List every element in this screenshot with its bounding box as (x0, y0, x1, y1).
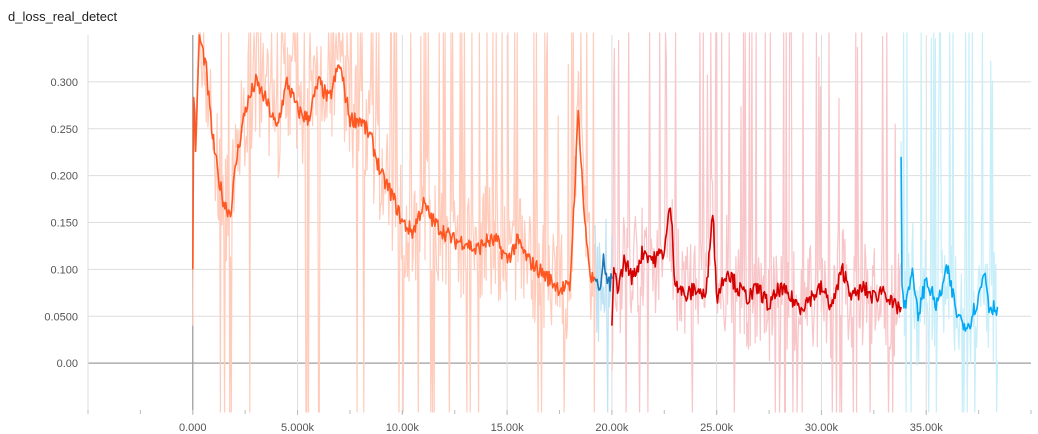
y-tick-label: 0.150 (50, 218, 78, 230)
series-raw-line (594, 218, 613, 413)
x-tick-label: 5.000k (281, 422, 315, 434)
series-raw-line (611, 32, 902, 413)
x-tick-label: 35.00k (910, 422, 944, 434)
y-tick-label: 0.00 (57, 358, 78, 370)
axis-layer: 0.00 0.0500 0.100 0.150 0.200 0.250 0.300 0.000… (44, 77, 1032, 434)
y-tick-label: 0.250 (50, 124, 78, 136)
y-tick-label: 0.100 (50, 264, 78, 276)
x-tick-label: 15.00k (491, 422, 525, 434)
y-tick-label: 0.200 (50, 171, 78, 183)
series-line[interactable] (900, 156, 999, 332)
x-tick-label: 10.00k (386, 422, 420, 434)
series-raw-line (192, 32, 596, 413)
series-line[interactable] (192, 34, 596, 297)
series-layer (192, 34, 999, 332)
y-tick-label: 0.300 (50, 77, 78, 89)
series-line[interactable] (594, 253, 613, 292)
raw-data-layer (192, 32, 999, 413)
x-tick-label: 0.000 (179, 422, 207, 434)
series-raw-line (900, 32, 999, 413)
x-tick-label: 20.00k (595, 422, 629, 434)
x-tick-label: 25.00k (700, 422, 734, 434)
series-line[interactable] (611, 207, 902, 326)
y-tick-label: 0.0500 (44, 311, 78, 323)
chart-title: d_loss_real_detect (8, 9, 118, 24)
x-tick-label: 30.00k (805, 422, 839, 434)
